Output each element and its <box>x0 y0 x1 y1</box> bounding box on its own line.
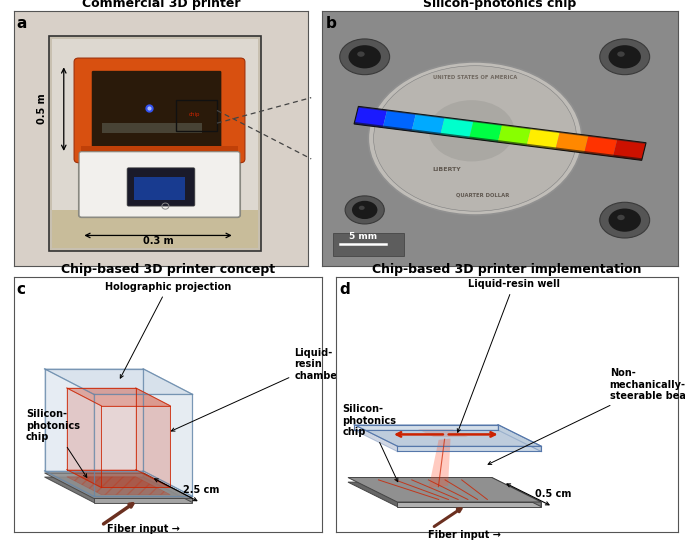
Circle shape <box>357 52 364 57</box>
Polygon shape <box>45 369 94 496</box>
Text: Liquid-
resin
chamber: Liquid- resin chamber <box>171 348 342 431</box>
Text: 0.5 cm: 0.5 cm <box>535 489 571 500</box>
Polygon shape <box>354 106 387 128</box>
Polygon shape <box>45 473 192 498</box>
FancyBboxPatch shape <box>92 71 221 150</box>
Polygon shape <box>354 430 541 451</box>
Circle shape <box>600 39 649 74</box>
Polygon shape <box>136 388 171 488</box>
Polygon shape <box>45 369 192 394</box>
Circle shape <box>608 45 641 68</box>
Title: Silicon-photonics chip: Silicon-photonics chip <box>423 0 577 10</box>
Polygon shape <box>94 394 192 496</box>
FancyBboxPatch shape <box>79 143 240 218</box>
Polygon shape <box>354 425 541 446</box>
FancyBboxPatch shape <box>52 39 258 248</box>
Polygon shape <box>45 471 192 496</box>
FancyBboxPatch shape <box>134 177 184 200</box>
Polygon shape <box>143 473 192 502</box>
Text: 5 mm: 5 mm <box>349 232 377 241</box>
Text: Silicon-
photonics
chip: Silicon- photonics chip <box>342 404 398 482</box>
Text: Fiber input →: Fiber input → <box>108 524 180 534</box>
Polygon shape <box>66 470 171 488</box>
FancyBboxPatch shape <box>79 151 240 217</box>
Polygon shape <box>584 135 617 157</box>
Polygon shape <box>527 128 560 149</box>
Polygon shape <box>418 430 468 437</box>
Text: Fiber input →: Fiber input → <box>429 531 501 540</box>
Polygon shape <box>397 446 541 451</box>
Polygon shape <box>143 369 192 496</box>
Polygon shape <box>469 121 502 142</box>
Polygon shape <box>45 477 192 502</box>
Polygon shape <box>440 117 473 138</box>
Polygon shape <box>397 502 541 507</box>
Polygon shape <box>94 498 192 502</box>
Polygon shape <box>556 132 588 153</box>
FancyBboxPatch shape <box>333 233 404 256</box>
FancyBboxPatch shape <box>49 36 261 251</box>
Polygon shape <box>358 106 646 144</box>
Title: Chip-based 3D printer implementation: Chip-based 3D printer implementation <box>372 263 642 276</box>
Circle shape <box>617 52 625 57</box>
Polygon shape <box>66 388 136 470</box>
Polygon shape <box>429 439 451 488</box>
Polygon shape <box>45 369 143 471</box>
Title: Commercial 3D printer: Commercial 3D printer <box>82 0 240 10</box>
Polygon shape <box>492 477 541 507</box>
Circle shape <box>600 203 649 238</box>
FancyBboxPatch shape <box>74 58 245 163</box>
Polygon shape <box>66 388 101 488</box>
Circle shape <box>608 209 641 232</box>
Text: Liquid-resin well: Liquid-resin well <box>458 279 560 432</box>
Circle shape <box>345 196 384 224</box>
Polygon shape <box>101 406 171 488</box>
Polygon shape <box>348 482 541 507</box>
Polygon shape <box>613 139 646 160</box>
Text: 2.5 cm: 2.5 cm <box>184 485 220 495</box>
FancyBboxPatch shape <box>127 168 195 206</box>
Polygon shape <box>66 388 171 406</box>
Polygon shape <box>498 124 531 146</box>
Polygon shape <box>498 425 541 451</box>
Text: Silicon-
photonics
chip: Silicon- photonics chip <box>26 409 87 477</box>
Title: Chip-based 3D printer concept: Chip-based 3D printer concept <box>61 263 275 276</box>
Circle shape <box>429 100 514 161</box>
Text: b: b <box>325 16 336 31</box>
Polygon shape <box>348 477 541 502</box>
FancyBboxPatch shape <box>82 146 238 159</box>
Text: 0.5 m: 0.5 m <box>37 94 47 124</box>
Circle shape <box>369 62 582 215</box>
Circle shape <box>340 39 390 74</box>
FancyBboxPatch shape <box>52 210 258 248</box>
Polygon shape <box>66 477 171 495</box>
Text: QUARTER DOLLAR: QUARTER DOLLAR <box>456 192 509 197</box>
Text: LIBERTY: LIBERTY <box>432 167 461 172</box>
Polygon shape <box>354 122 643 160</box>
Polygon shape <box>412 113 445 135</box>
Text: c: c <box>16 282 26 297</box>
Text: d: d <box>339 282 350 297</box>
Circle shape <box>373 66 577 211</box>
Text: Holographic projection: Holographic projection <box>105 282 231 378</box>
Circle shape <box>617 215 625 220</box>
Text: Non-
mechanically-
steerable beam: Non- mechanically- steerable beam <box>488 368 685 464</box>
Circle shape <box>349 45 381 68</box>
Circle shape <box>352 201 377 219</box>
Circle shape <box>359 206 364 210</box>
Polygon shape <box>383 110 416 131</box>
Text: a: a <box>16 16 27 31</box>
Text: UNITED STATES OF AMERICA: UNITED STATES OF AMERICA <box>433 75 517 80</box>
FancyBboxPatch shape <box>102 123 202 134</box>
Text: chip: chip <box>189 112 201 117</box>
Text: 0.3 m: 0.3 m <box>142 236 173 247</box>
